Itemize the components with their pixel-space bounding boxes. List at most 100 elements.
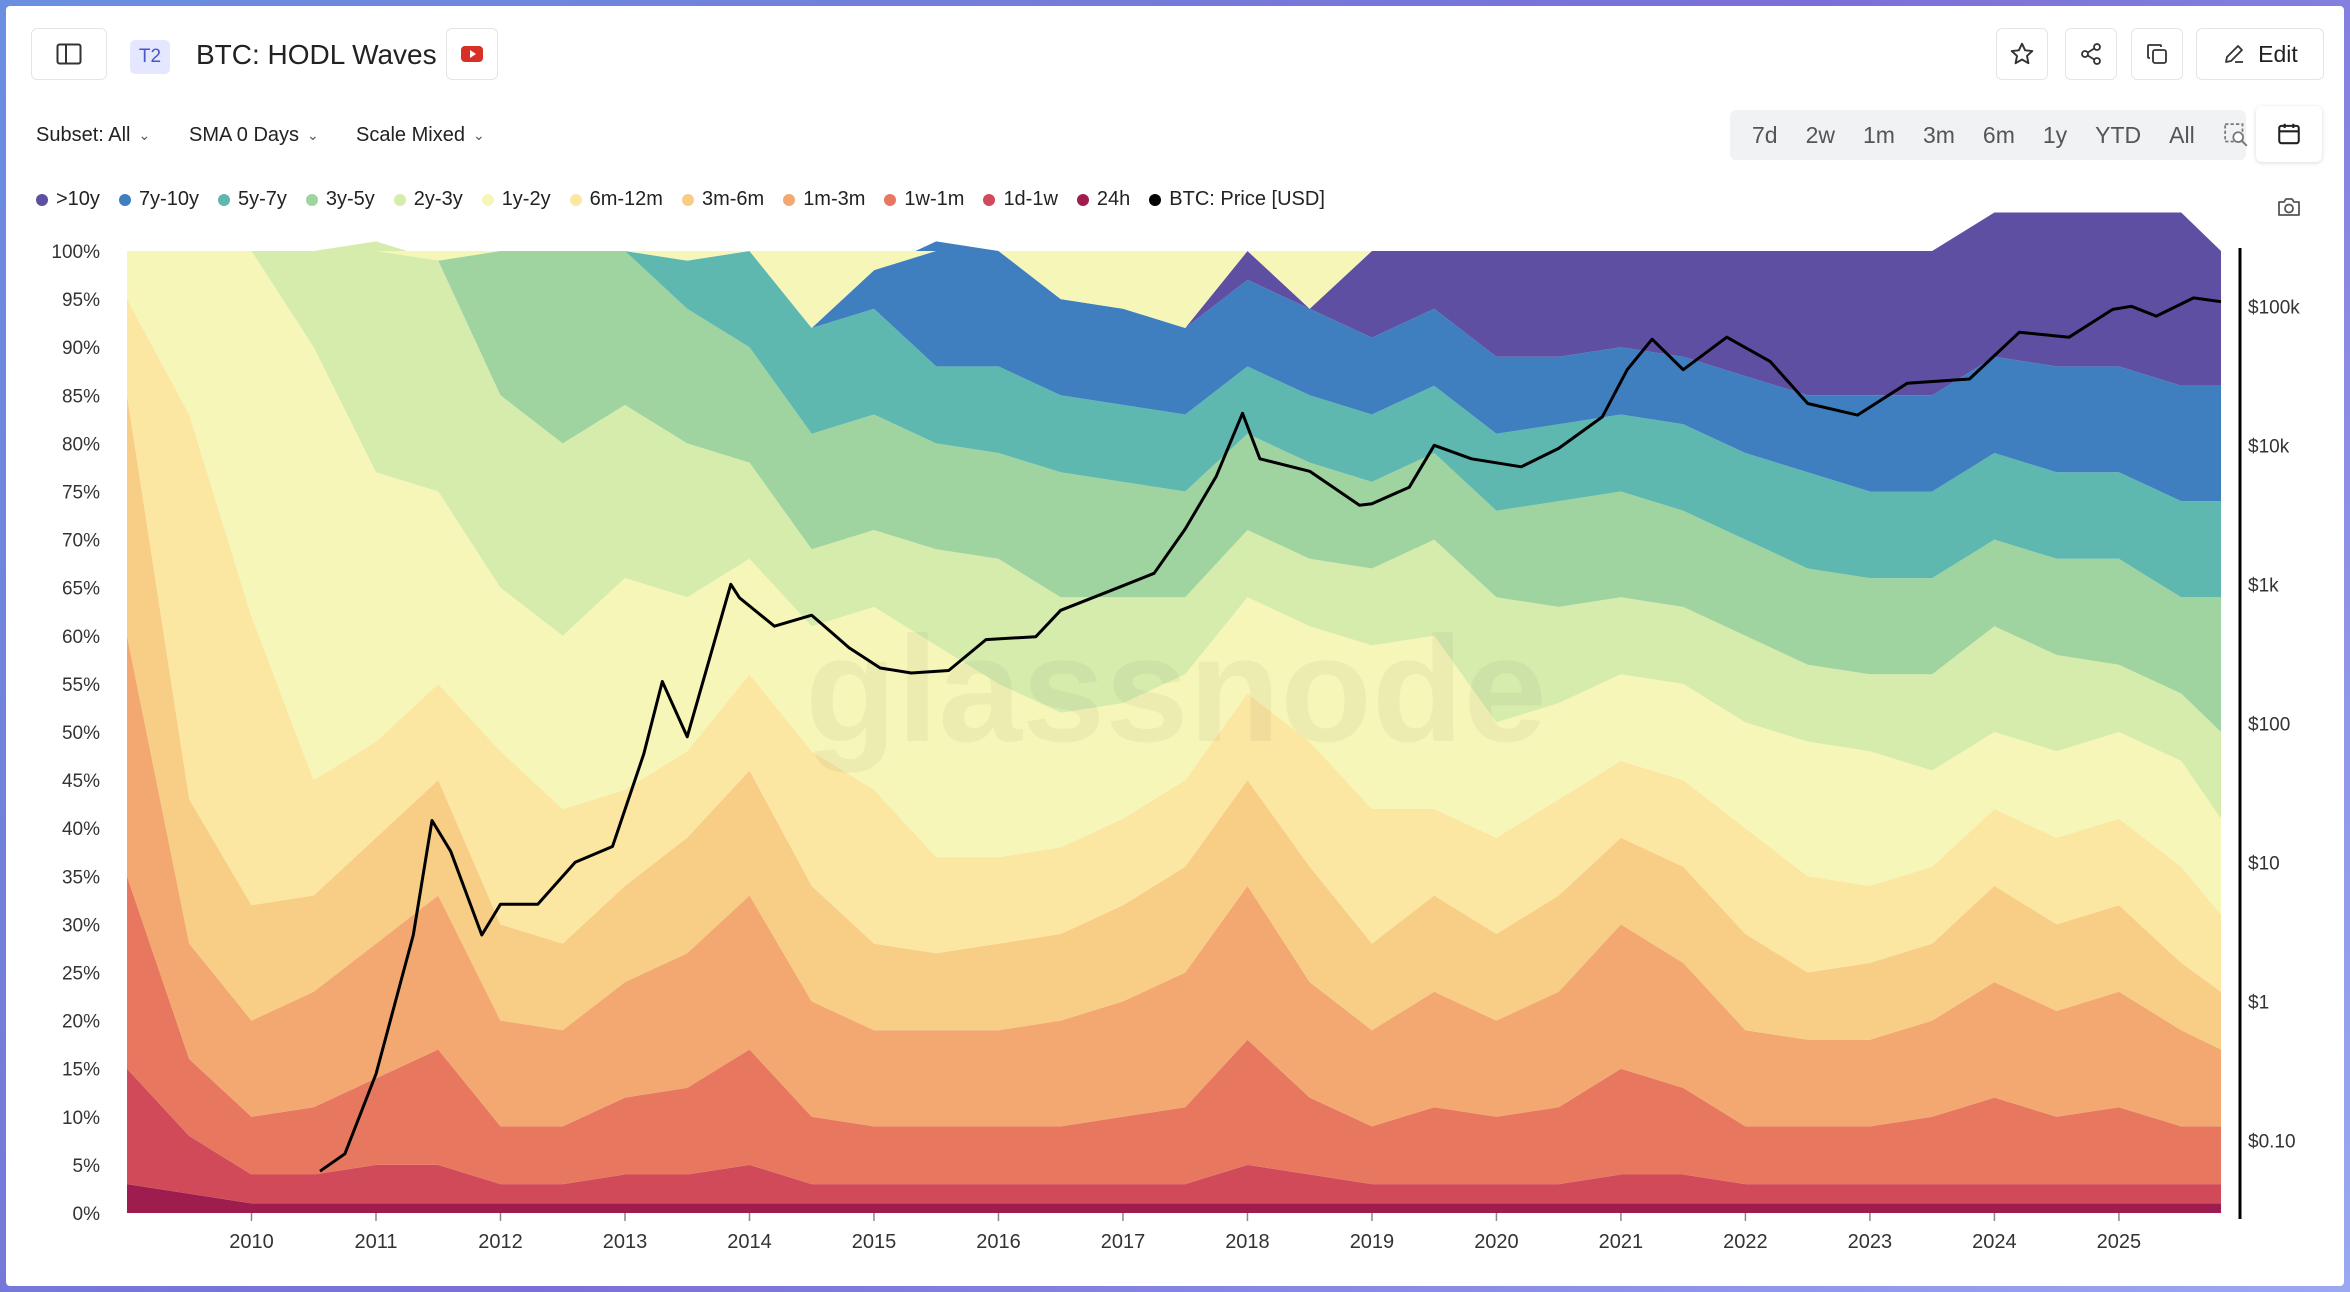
timeframe-7d[interactable]: 7d <box>1752 121 1778 148</box>
legend-swatch <box>884 193 897 206</box>
y-tick-label: 90% <box>62 338 100 359</box>
timeframe-all[interactable]: All <box>2169 121 2195 148</box>
scale-dropdown[interactable]: Scale Mixed ⌄ <box>356 124 485 147</box>
legend-label: 6m-12m <box>589 188 663 210</box>
x-tick-label: 2024 <box>1972 1231 2017 1253</box>
zoom-select-icon <box>2224 123 2248 147</box>
timeframe-2w[interactable]: 2w <box>1805 121 1835 148</box>
legend-swatch <box>1076 193 1089 206</box>
x-tick-label: 2023 <box>1848 1231 1893 1253</box>
legend-item[interactable]: 6m-12m <box>569 188 663 211</box>
area-series-2 <box>127 876 2221 1185</box>
duplicate-button[interactable] <box>2131 28 2183 80</box>
x-tick-label: 2020 <box>1474 1231 1519 1253</box>
y-tick-label: 75% <box>62 483 100 504</box>
legend-swatch <box>393 193 406 206</box>
y-tick-label: 45% <box>62 771 100 792</box>
price-tick-label: $10k <box>2248 436 2290 457</box>
tier-badge: T2 <box>130 40 170 74</box>
y-tick-label: 35% <box>62 867 100 888</box>
legend-swatch <box>305 193 318 206</box>
area-series-0 <box>127 1184 2221 1213</box>
x-tick-label: 2018 <box>1225 1231 1270 1253</box>
legend-label: 1d-1w <box>1003 188 1058 210</box>
pencil-icon <box>2225 45 2244 63</box>
calendar-button[interactable] <box>2256 106 2322 162</box>
timeframe-selector: 7d 2w 1m 3m 6m 1y YTD All <box>1730 110 2248 160</box>
legend-swatch <box>783 193 796 206</box>
legend-swatch <box>481 193 494 206</box>
timeframe-1m[interactable]: 1m <box>1863 121 1895 148</box>
y-tick-label: 25% <box>62 964 100 985</box>
screenshot-button[interactable] <box>2276 196 2306 222</box>
y-tick-label: 5% <box>73 1156 101 1177</box>
x-tick-label: 2022 <box>1723 1231 1768 1253</box>
y-tick-label: 60% <box>62 627 100 648</box>
timeframe-6m[interactable]: 6m <box>1982 121 2015 148</box>
legend-item[interactable]: 1w-1m <box>884 188 964 211</box>
legend-swatch <box>983 193 996 206</box>
legend-item[interactable]: 5y-7y <box>217 188 287 211</box>
x-tick-label: 2017 <box>1101 1231 1146 1253</box>
youtube-button[interactable] <box>446 28 498 80</box>
sidebar-toggle-button[interactable] <box>31 28 107 80</box>
price-tick-label: $100 <box>2248 714 2290 735</box>
y-tick-label: 50% <box>62 723 100 744</box>
y-tick-label: 70% <box>62 531 100 552</box>
legend-label: >10y <box>56 188 100 210</box>
subset-dropdown[interactable]: Subset: All ⌄ <box>36 124 150 147</box>
area-series-1 <box>127 1068 2221 1204</box>
legend-item[interactable]: BTC: Price [USD] <box>1149 188 1325 211</box>
x-tick-label: 2013 <box>603 1231 648 1253</box>
legend-item[interactable]: 2y-3y <box>393 188 463 211</box>
timeframe-ytd[interactable]: YTD <box>2095 121 2142 148</box>
timeframe-1y[interactable]: 1y <box>2042 121 2068 148</box>
area-series-6 <box>127 251 2221 915</box>
legend-swatch <box>36 193 48 206</box>
zoom-select-button[interactable] <box>2209 113 2263 157</box>
legend-label: BTC: Price [USD] <box>1169 188 1325 210</box>
copy-icon <box>2147 44 2167 64</box>
legend-item[interactable]: 24h <box>1076 188 1130 211</box>
share-button[interactable] <box>2065 28 2117 80</box>
legend-label: 2y-3y <box>413 188 463 210</box>
chevron-down-icon: ⌄ <box>138 127 151 143</box>
price-tick-label: $0.10 <box>2248 1131 2296 1152</box>
area-series-3 <box>127 635 2221 1127</box>
youtube-icon <box>461 46 483 62</box>
legend-label: 5y-7y <box>237 188 287 210</box>
legend-swatch <box>569 193 582 206</box>
y-tick-label: 30% <box>62 915 100 936</box>
sma-dropdown[interactable]: SMA 0 Days ⌄ <box>189 124 319 147</box>
y-tick-label: 0% <box>73 1204 101 1225</box>
legend-item[interactable]: 1m-3m <box>783 188 865 211</box>
app-frame: T2 BTC: HODL Waves Edit Subset: All ⌄ SM… <box>6 6 2344 1286</box>
timeframe-3m[interactable]: 3m <box>1922 121 1955 148</box>
legend-item[interactable]: 1y-2y <box>481 188 551 211</box>
y-tick-label: 10% <box>62 1108 100 1129</box>
legend-label: 1y-2y <box>501 188 551 210</box>
price-tick-label: $10 <box>2248 853 2280 874</box>
x-tick-label: 2021 <box>1599 1231 1644 1253</box>
legend-item[interactable]: 3m-6m <box>681 188 764 211</box>
edit-label: Edit <box>2258 40 2298 67</box>
legend-item[interactable]: 1d-1w <box>983 188 1058 211</box>
x-tick-label: 2015 <box>852 1231 897 1253</box>
y-tick-label: 100% <box>51 242 100 263</box>
legend-item[interactable]: 3y-5y <box>305 188 375 211</box>
chevron-down-icon: ⌄ <box>472 127 485 143</box>
y-tick-label: 80% <box>62 434 100 455</box>
y-tick-label: 65% <box>62 579 100 600</box>
area-series-8 <box>127 241 2221 732</box>
page-title: BTC: HODL Waves <box>196 39 437 70</box>
y-tick-label: 85% <box>62 386 100 407</box>
y-tick-label: 95% <box>62 290 100 311</box>
legend-swatch <box>217 193 230 206</box>
edit-button[interactable]: Edit <box>2196 28 2324 80</box>
chart-legend: >10y 7y-10y 5y-7y 3y-5y 2y-3y 1y-2y 6m-1… <box>36 188 1325 211</box>
y-tick-label: 55% <box>62 675 100 696</box>
legend-item[interactable]: >10y <box>36 188 100 211</box>
legend-item[interactable]: 7y-10y <box>118 188 199 211</box>
y-tick-label: 20% <box>62 1012 100 1033</box>
favorite-button[interactable] <box>1996 28 2048 80</box>
